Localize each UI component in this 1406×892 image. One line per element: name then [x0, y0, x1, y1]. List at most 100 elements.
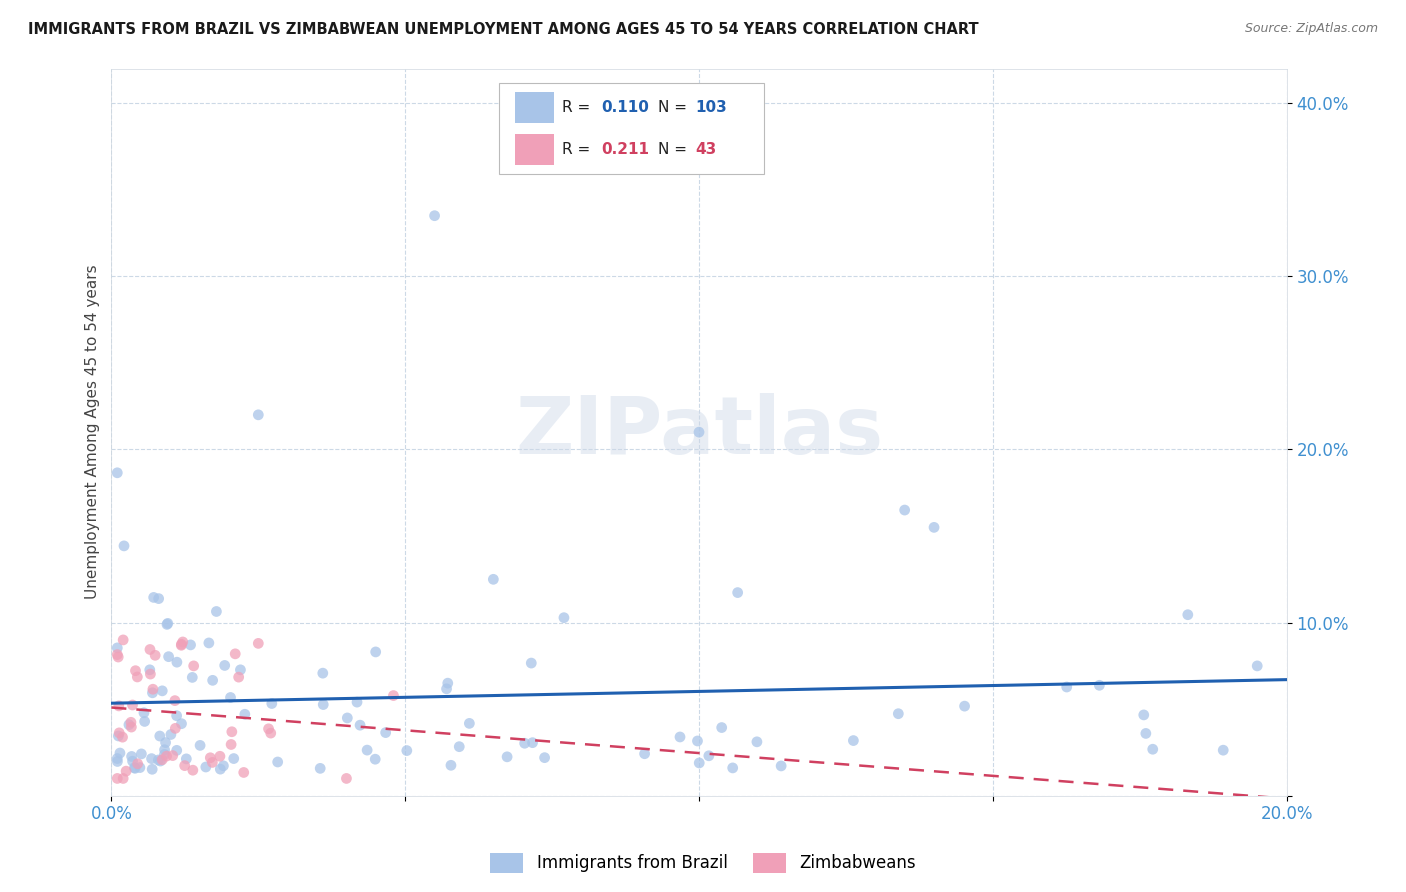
- Point: [221, 724, 243, 739]
- Point: [121, 698, 143, 712]
- Point: [219, 738, 242, 752]
- Point: [148, 753, 170, 767]
- Point: [496, 749, 519, 764]
- Text: IMMIGRANTS FROM BRAZIL VS ZIMBABWEAN UNEMPLOYMENT AMONG AGES 45 TO 54 YEARS CORR: IMMIGRANTS FROM BRAZIL VS ZIMBABWEAN UNE…: [28, 22, 979, 37]
- FancyBboxPatch shape: [515, 134, 554, 165]
- Point: [267, 755, 290, 769]
- Point: [212, 759, 235, 773]
- Point: [669, 730, 692, 744]
- Point: [118, 717, 141, 731]
- Text: Source: ZipAtlas.com: Source: ZipAtlas.com: [1244, 22, 1378, 36]
- Point: [312, 666, 335, 681]
- Point: [153, 743, 176, 757]
- Point: [710, 721, 733, 735]
- Point: [166, 655, 188, 669]
- Point: [953, 699, 976, 714]
- Point: [201, 756, 224, 770]
- Point: [458, 716, 481, 731]
- Point: [139, 667, 162, 681]
- Text: N =: N =: [658, 100, 692, 115]
- Point: [449, 739, 471, 754]
- Point: [170, 637, 193, 651]
- Point: [166, 708, 188, 723]
- Point: [721, 761, 744, 775]
- Point: [156, 617, 179, 632]
- Point: [127, 670, 149, 684]
- Point: [1212, 743, 1234, 757]
- Point: [482, 572, 505, 586]
- Point: [149, 754, 172, 768]
- Point: [893, 503, 915, 517]
- Point: [165, 722, 187, 736]
- Point: [356, 743, 378, 757]
- Point: [1246, 659, 1268, 673]
- Point: [150, 683, 173, 698]
- Point: [128, 761, 150, 775]
- Point: [124, 761, 146, 775]
- Point: [173, 758, 195, 772]
- Point: [423, 209, 446, 223]
- Point: [1135, 726, 1157, 740]
- Point: [148, 591, 170, 606]
- Point: [260, 697, 283, 711]
- Point: [633, 747, 655, 761]
- Point: [108, 726, 131, 740]
- Point: [513, 736, 536, 750]
- Point: [107, 650, 129, 665]
- Point: [131, 747, 153, 761]
- Point: [436, 681, 458, 696]
- Point: [1056, 680, 1078, 694]
- Point: [105, 640, 128, 655]
- Text: 103: 103: [696, 100, 727, 115]
- Point: [688, 425, 710, 439]
- Point: [686, 734, 709, 748]
- Point: [336, 711, 359, 725]
- Point: [198, 636, 221, 650]
- Point: [260, 726, 283, 740]
- Point: [1177, 607, 1199, 622]
- Point: [105, 648, 128, 662]
- Point: [139, 663, 162, 677]
- Point: [247, 636, 270, 650]
- Point: [112, 632, 135, 647]
- Point: [160, 727, 183, 741]
- Point: [155, 749, 177, 764]
- Text: R =: R =: [561, 142, 595, 157]
- Point: [121, 749, 143, 764]
- Point: [233, 707, 256, 722]
- Point: [162, 748, 184, 763]
- Point: [201, 673, 224, 688]
- Point: [770, 759, 793, 773]
- Point: [112, 539, 135, 553]
- Text: ZIPatlas: ZIPatlas: [515, 393, 883, 471]
- FancyBboxPatch shape: [499, 83, 763, 174]
- Point: [170, 638, 193, 652]
- FancyBboxPatch shape: [515, 93, 554, 123]
- Text: 43: 43: [696, 142, 717, 157]
- Point: [224, 647, 246, 661]
- Point: [105, 772, 128, 786]
- Point: [107, 755, 129, 769]
- Point: [214, 658, 236, 673]
- Point: [141, 762, 163, 776]
- Point: [181, 763, 204, 777]
- Point: [208, 749, 231, 764]
- Point: [107, 729, 129, 743]
- Point: [124, 761, 146, 775]
- Point: [132, 706, 155, 720]
- Point: [440, 758, 463, 772]
- Point: [142, 682, 165, 697]
- Point: [219, 690, 242, 705]
- Legend: Immigrants from Brazil, Zimbabweans: Immigrants from Brazil, Zimbabweans: [484, 847, 922, 880]
- Point: [309, 761, 332, 775]
- Point: [374, 725, 396, 739]
- Point: [1088, 678, 1111, 692]
- Point: [346, 695, 368, 709]
- Point: [105, 466, 128, 480]
- Point: [222, 751, 245, 765]
- Point: [232, 765, 254, 780]
- Text: N =: N =: [658, 142, 692, 157]
- Point: [553, 610, 575, 624]
- Point: [170, 716, 193, 731]
- Point: [143, 648, 166, 663]
